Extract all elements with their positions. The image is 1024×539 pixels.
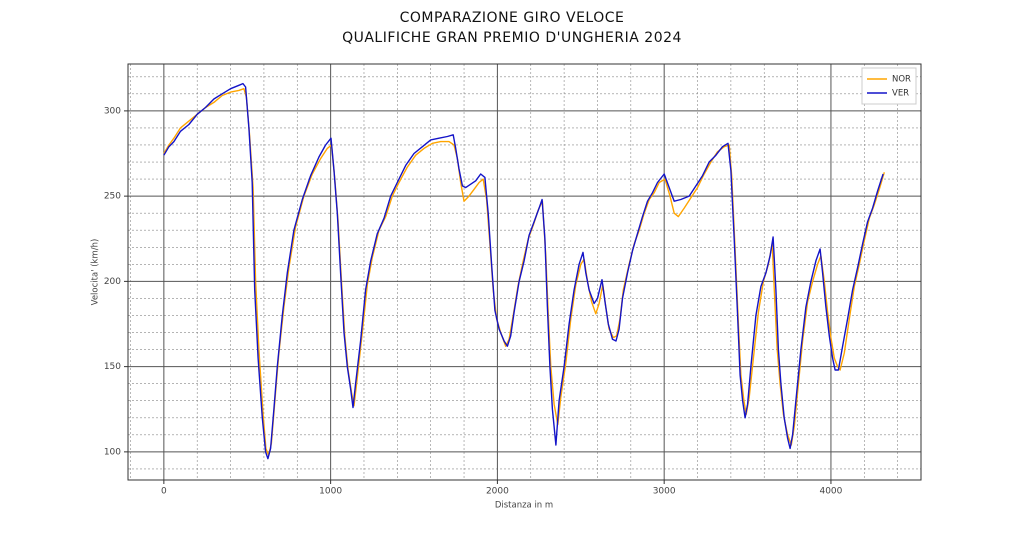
y-tick-label: 100: [104, 447, 121, 457]
legend-label: NOR: [892, 75, 911, 85]
chart-subtitle: QUALIFICHE GRAN PREMIO D'UNGHERIA 2024: [342, 30, 682, 46]
legend-box: [861, 67, 917, 105]
x-axis-label: Distanza in m: [495, 501, 553, 511]
x-tick-label: 4000: [819, 487, 842, 497]
chart-title: COMPARAZIONE GIRO VELOCE: [400, 10, 625, 26]
line-series: [163, 88, 885, 456]
y-tick-label: 150: [104, 362, 121, 372]
y-tick-label: 250: [104, 192, 121, 202]
y-tick-label: 300: [104, 106, 121, 116]
line-series: [163, 82, 884, 460]
y-axis-label: Velocita' (km/h): [91, 239, 101, 306]
x-tick-label: 1000: [319, 487, 342, 497]
x-tick-label: 3000: [653, 487, 676, 497]
x-tick-label: 2000: [486, 487, 509, 497]
x-tick-label: 0: [161, 487, 167, 497]
legend-label: VER: [892, 89, 909, 99]
y-tick-label: 200: [104, 277, 121, 287]
plot-frame: [127, 63, 922, 481]
